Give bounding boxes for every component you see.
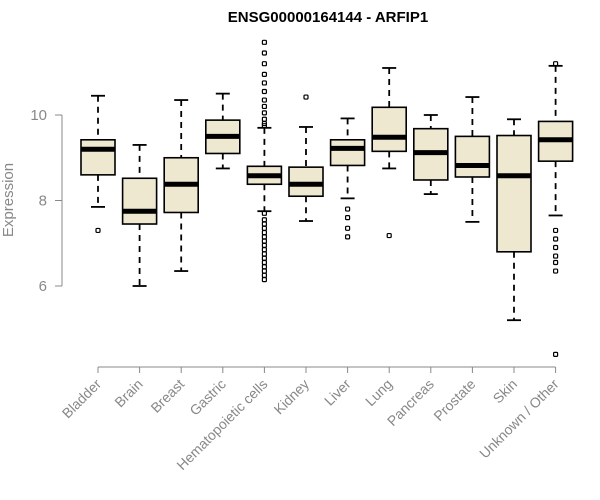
outlier-point xyxy=(261,50,267,56)
outlier-point xyxy=(552,227,559,234)
outlier-point xyxy=(552,244,559,251)
box-breast xyxy=(163,99,199,272)
outlier-point xyxy=(261,276,267,283)
outlier-point xyxy=(261,103,267,110)
iqr-box xyxy=(288,166,324,198)
iqr-box xyxy=(121,177,158,225)
outlier-point xyxy=(345,234,351,240)
box-pancreas xyxy=(412,114,449,195)
outlier-point xyxy=(345,206,351,212)
y-axis: 6 8 10 xyxy=(30,107,63,295)
outlier-point xyxy=(261,272,267,278)
iqr-box xyxy=(371,106,408,153)
outlier-point xyxy=(261,234,267,240)
box-prostate xyxy=(454,96,491,223)
outlier-point xyxy=(261,238,267,244)
outlier-point xyxy=(261,110,267,116)
outlier-point xyxy=(386,232,392,239)
box-liver xyxy=(329,117,366,240)
y-tick-label: 6 xyxy=(39,278,47,295)
x-tick-label: Breast xyxy=(147,376,187,416)
x-tick-label: Prostate xyxy=(430,376,478,424)
outlier-point xyxy=(345,215,351,221)
outlier-point xyxy=(261,61,267,67)
x-tick-label: Liver xyxy=(321,376,354,409)
box-hematopoietic-cells xyxy=(246,39,283,283)
outlier-point xyxy=(303,94,309,100)
outlier-point xyxy=(261,217,267,223)
outlier-point xyxy=(261,247,267,253)
outlier-point xyxy=(552,236,559,242)
x-tick-label: Lung xyxy=(362,376,395,409)
outlier-point xyxy=(552,253,559,259)
box-bladder xyxy=(80,94,116,234)
box-kidney xyxy=(288,94,324,222)
outlier-point xyxy=(261,221,267,227)
box-skin xyxy=(496,118,532,322)
y-tick-label: 10 xyxy=(30,107,47,124)
x-tick-label: Unknown / Other xyxy=(476,376,562,462)
outlier-point xyxy=(261,251,267,257)
outlier-point xyxy=(552,61,559,67)
outlier-point xyxy=(552,351,559,357)
chart-title: ENSG00000164144 - ARFIP1 xyxy=(228,9,428,26)
outlier-point xyxy=(261,264,267,270)
box-brain xyxy=(121,144,158,287)
outlier-point xyxy=(261,39,267,45)
box-unknown-other xyxy=(537,61,574,357)
x-tick-label: Brain xyxy=(111,376,145,410)
outlier-point xyxy=(345,225,351,231)
y-axis-label: Expression xyxy=(0,163,17,237)
outlier-point xyxy=(261,71,267,77)
outlier-point xyxy=(261,123,267,129)
outlier-point xyxy=(261,80,267,86)
outlier-point xyxy=(261,225,267,231)
iqr-box xyxy=(329,138,366,167)
outlier-point xyxy=(261,268,267,274)
outlier-point xyxy=(261,229,267,236)
outlier-point xyxy=(261,255,267,261)
outlier-point xyxy=(261,116,267,122)
x-tick-label: Kidney xyxy=(271,376,313,418)
boxes-group xyxy=(80,39,574,357)
outlier-point xyxy=(552,268,559,274)
y-tick-label: 8 xyxy=(39,193,47,210)
outlier-point xyxy=(95,227,101,234)
iqr-box xyxy=(496,134,532,253)
box-gastric xyxy=(205,92,241,170)
outlier-point xyxy=(261,242,267,248)
x-tick-label: Skin xyxy=(490,376,521,407)
outlier-point xyxy=(261,97,267,103)
outlier-point xyxy=(261,210,267,216)
x-tick-label: Bladder xyxy=(59,376,105,422)
iqr-box xyxy=(80,138,116,176)
box-lung xyxy=(371,67,408,239)
iqr-box xyxy=(454,135,491,178)
outlier-point xyxy=(261,88,267,95)
outlier-point xyxy=(552,259,559,266)
outlier-point xyxy=(261,259,267,266)
